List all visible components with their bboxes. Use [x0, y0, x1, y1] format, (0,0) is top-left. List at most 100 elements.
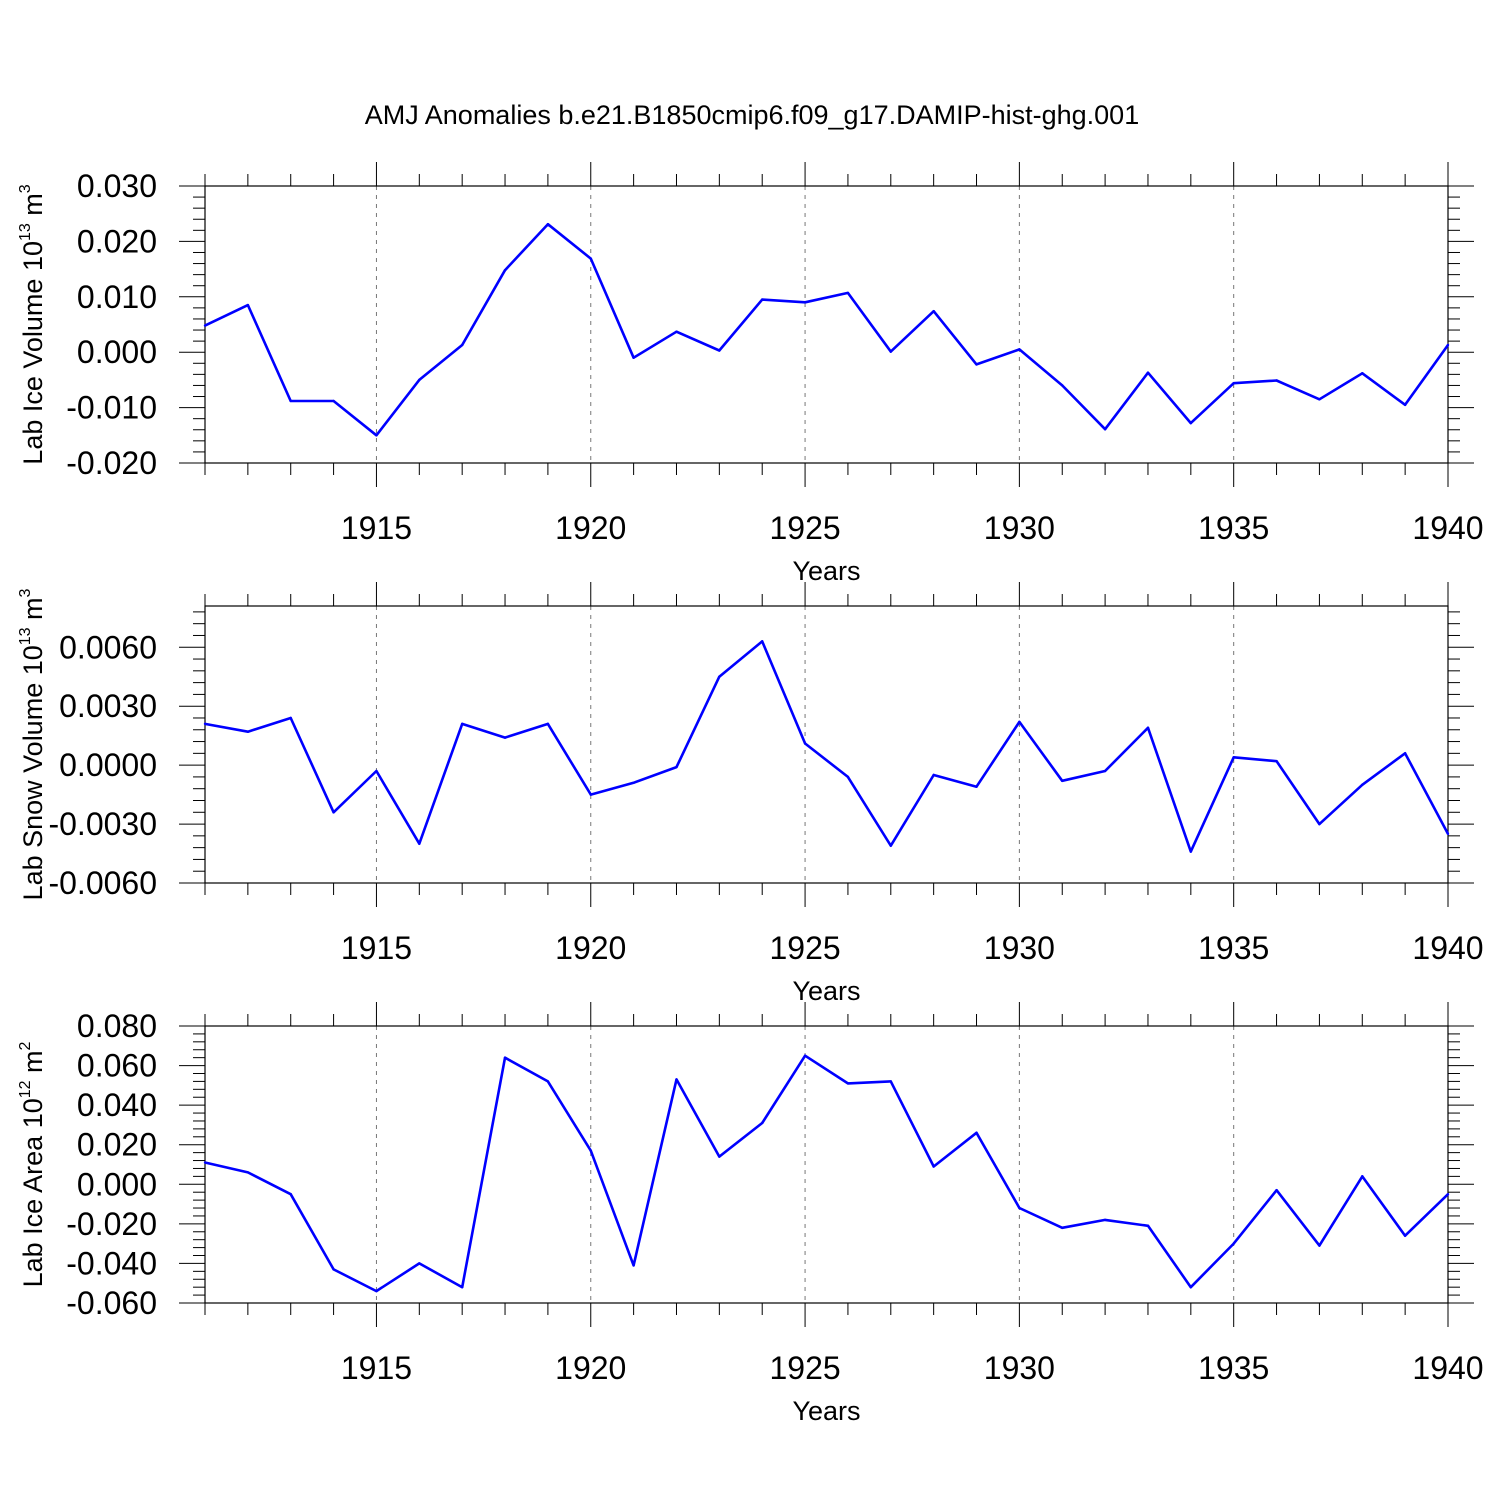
chart-title: AMJ Anomalies b.e21.B1850cmip6.f09_g17.D…: [365, 100, 1139, 130]
data-point: [846, 1082, 850, 1085]
data-point: [332, 811, 335, 814]
data-point: [546, 1080, 550, 1083]
y-tick-label: -0.020: [66, 1206, 157, 1242]
data-point: [889, 844, 892, 847]
data-point: [932, 773, 935, 777]
data-point: [246, 303, 250, 307]
data-point: [1446, 1192, 1450, 1196]
data-point: [503, 269, 507, 272]
data-point: [1146, 726, 1150, 730]
data-point: [932, 1165, 935, 1168]
y-axis-label: Lab Snow Volume 1013 m3: [17, 588, 48, 900]
data-point: [932, 310, 935, 313]
data-point: [332, 399, 335, 403]
y-tick-label: -0.060: [66, 1285, 157, 1321]
x-tick-label: 1925: [769, 510, 840, 546]
y-tick-label: 0.030: [77, 168, 157, 204]
data-point: [1061, 1226, 1064, 1230]
data-point: [546, 722, 550, 726]
y-tick-label: 0.0000: [59, 747, 157, 783]
data-point: [1232, 1242, 1235, 1245]
data-point: [460, 343, 464, 347]
data-point: [1361, 372, 1364, 375]
data-point: [418, 378, 421, 382]
data-point: [889, 1080, 892, 1083]
data-point: [761, 298, 764, 301]
x-axis-label: Years: [792, 556, 860, 586]
data-point: [718, 349, 721, 352]
y-tick-label: 0.000: [77, 334, 157, 370]
data-point: [289, 716, 292, 720]
series-line: [204, 1054, 1449, 1293]
x-tick-label: 1935: [1198, 930, 1269, 966]
data-point: [375, 434, 378, 437]
data-point: [460, 722, 464, 726]
y-tick-label: -0.0030: [48, 806, 157, 842]
data-point: [803, 742, 807, 745]
panel-ice-area: 1915 1920 1925 1930 1935 1940Years0.0800.0600…: [17, 1002, 1484, 1426]
data-point: [418, 842, 421, 845]
data-point: [761, 640, 764, 643]
y-axis-label: Lab Ice Volume 1013 m3: [17, 184, 48, 464]
data-point: [1018, 1206, 1021, 1210]
y-tick-label: 0.0030: [59, 688, 157, 724]
y-label-text: Lab Snow Volume 10: [18, 645, 48, 900]
y-axis-label: Lab Ice Area 1012 m2: [17, 1041, 48, 1287]
data-point: [803, 1054, 807, 1057]
y-label-unit: m: [18, 193, 48, 223]
data-point: [718, 675, 721, 678]
plot-frame: [204, 605, 1449, 884]
data-point: [1318, 822, 1321, 826]
data-point: [1361, 783, 1364, 786]
x-tick-label: 1930: [984, 930, 1055, 966]
data-point: [1146, 371, 1150, 374]
data-point: [675, 1078, 678, 1081]
x-tick-label: 1925: [769, 1350, 840, 1386]
data-point: [589, 1149, 592, 1152]
y-tick-label: 0.060: [77, 1048, 157, 1084]
data-point: [975, 785, 978, 788]
plot-frame: [204, 1025, 1449, 1304]
data-point: [246, 1171, 250, 1174]
data-point: [1403, 752, 1407, 755]
data-point: [1061, 779, 1064, 783]
data-point: [1103, 1218, 1107, 1222]
data-point: [1318, 398, 1321, 401]
x-tick-label: 1920: [555, 930, 626, 966]
x-tick-label: 1920: [555, 510, 626, 546]
data-point: [503, 736, 507, 739]
data-point: [589, 793, 592, 796]
data-point: [1403, 1234, 1407, 1237]
y-tick-label: -0.010: [66, 390, 157, 426]
data-point: [1275, 759, 1278, 763]
data-point: [1446, 832, 1450, 836]
series-line: [204, 222, 1450, 437]
data-point: [1189, 850, 1193, 853]
data-point: [1103, 769, 1107, 773]
data-point: [1018, 348, 1021, 351]
data-point: [1018, 720, 1021, 724]
data-point: [375, 769, 378, 773]
data-point: [1189, 1285, 1193, 1289]
data-point: [1061, 384, 1064, 387]
data-point: [1275, 379, 1278, 382]
panel-ice-volume: 1915 1920 1925 1930 1935 1940 Years 0.030 0.020 0…: [17, 162, 1484, 586]
data-point: [332, 1268, 335, 1271]
data-point: [589, 257, 592, 260]
y-label-text: Lab Ice Volume 10: [18, 241, 48, 465]
y-label-unit-exp: 3: [17, 588, 34, 597]
y-label-text: Lab Ice Area 10: [18, 1098, 48, 1287]
x-tick-label: 1920: [555, 1350, 626, 1386]
y-tick-label: -0.020: [66, 445, 157, 481]
data-point: [460, 1285, 464, 1289]
data-point: [203, 324, 207, 327]
data-point: [203, 1161, 207, 1164]
data-point: [289, 1192, 292, 1196]
x-tick-label: 1940: [1412, 930, 1483, 966]
y-label-exp: 13: [17, 223, 34, 241]
x-tick-label: 1935: [1198, 1350, 1269, 1386]
data-point: [1103, 428, 1107, 431]
data-point: [418, 1262, 421, 1265]
x-tick-label: 1915: [341, 510, 412, 546]
